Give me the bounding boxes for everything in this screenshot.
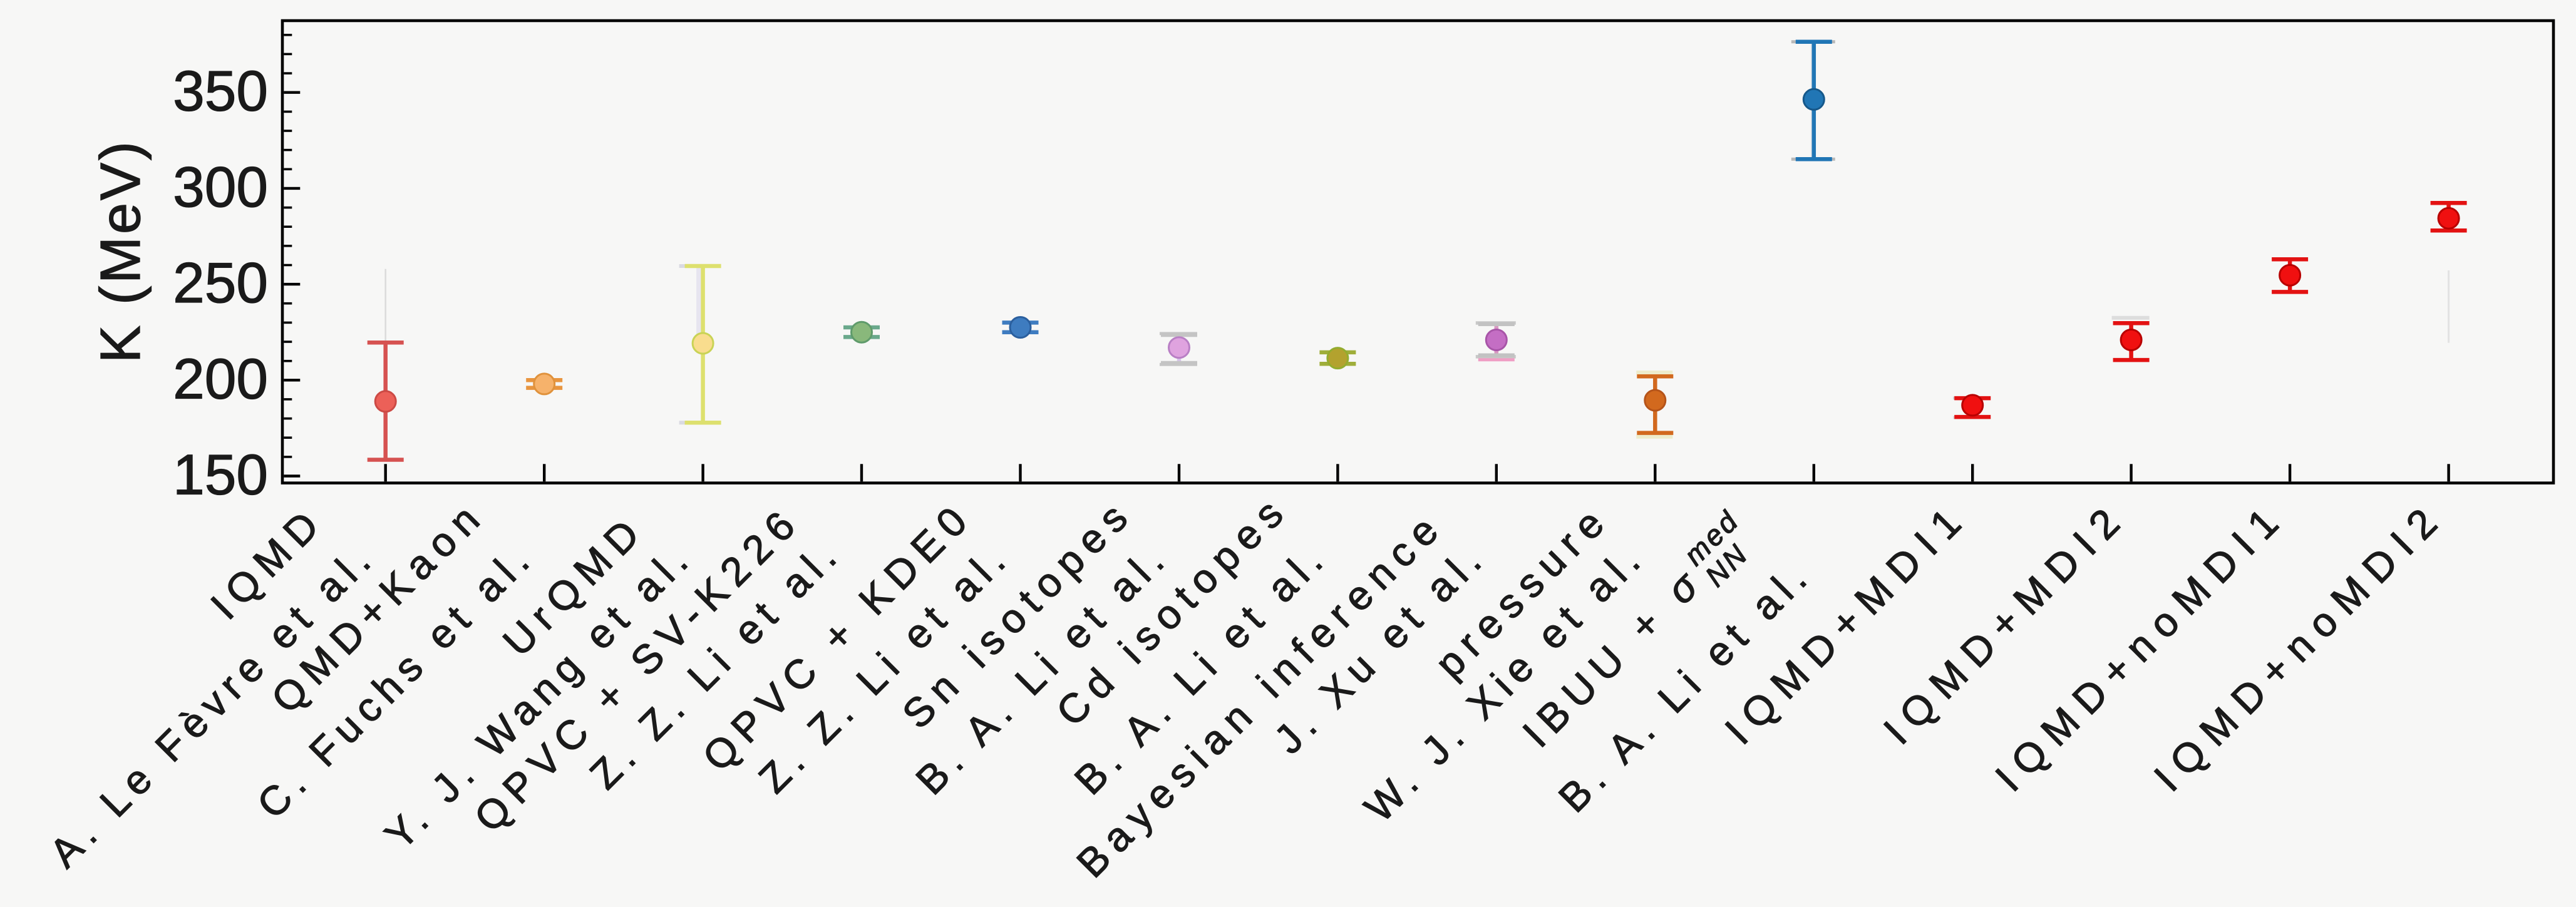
- svg-text:300: 300: [173, 156, 268, 219]
- svg-text:250: 250: [173, 252, 268, 315]
- svg-text:200: 200: [173, 347, 268, 411]
- svg-text:350: 350: [173, 60, 268, 123]
- svg-text:150: 150: [173, 444, 268, 507]
- svg-text:K (MeV): K (MeV): [90, 139, 152, 363]
